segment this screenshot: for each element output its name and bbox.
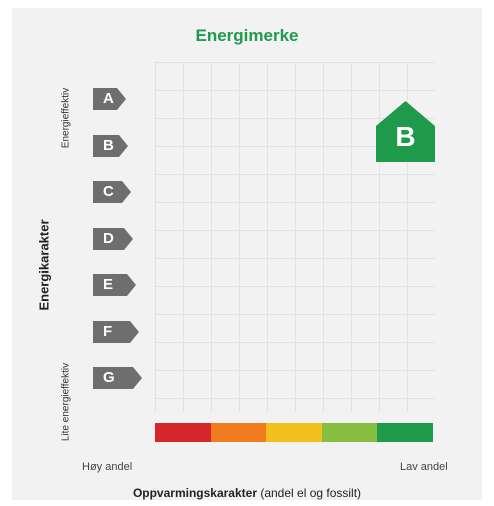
grade-arrow-c: C: [93, 181, 131, 203]
heating-segment-2: [210, 423, 267, 442]
heating-segment-5: [377, 423, 433, 442]
chart-title: Energimerke: [195, 26, 299, 45]
y-axis-bottom-label: Lite energieffektiv: [60, 362, 72, 442]
grade-arrow-e: E: [93, 274, 136, 296]
x-left-label: Høy andel: [82, 461, 133, 473]
x-axis-label-normal: (andel el og fossilt): [257, 486, 362, 500]
grade-badge: B: [376, 101, 435, 162]
heating-segment-3: [266, 423, 322, 442]
grade-badge-letter: B: [395, 121, 416, 152]
y-axis-top-label: Energieffektiv: [60, 87, 72, 149]
heating-segment-1: [155, 423, 211, 442]
x-right-label: Lav andel: [400, 461, 448, 473]
heating-segment-4: [321, 423, 378, 442]
grade-arrow-f: F: [93, 321, 139, 343]
grade-arrow-a: A: [93, 88, 126, 110]
x-axis-label-bold: Oppvarmingskarakter: [132, 486, 257, 500]
heating-color-scale: [155, 423, 433, 442]
grade-arrow-d: D: [93, 228, 133, 250]
grade-arrow-b: B: [93, 135, 128, 157]
y-axis-label: Energikarakter: [36, 219, 52, 311]
house-icon: [376, 101, 435, 162]
grade-arrow-g: G: [93, 367, 142, 389]
x-axis-label: Oppvarmingskarakter (andel el og fossilt…: [0, 486, 494, 500]
